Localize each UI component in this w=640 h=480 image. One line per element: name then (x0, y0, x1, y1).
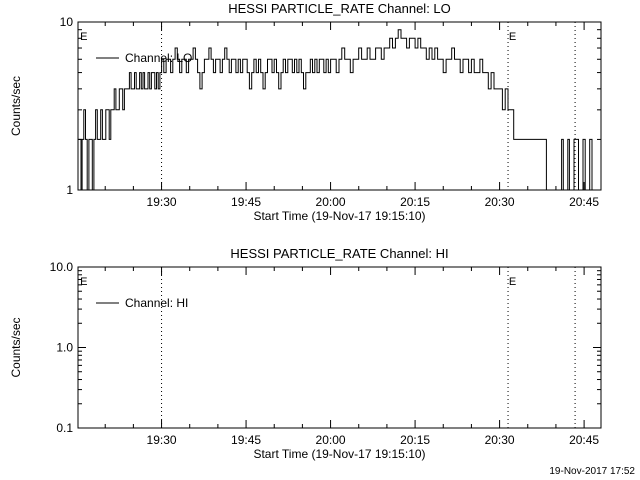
axis-frame (77, 266, 602, 429)
chart-panel-1: 19:30 19:45 20:00 20:15 20:30 20:45 1 10 E E Chann… (9, 1, 602, 223)
y-tick-label: 1.0 (56, 341, 73, 355)
y-tick-label: 0.1 (56, 421, 73, 435)
chart-panel-2: 19:30 19:45 20:00 20:15 20:30 20:45 0.1 1.0 10.0… (9, 246, 602, 461)
x-tick-label: 20:45 (569, 433, 599, 447)
eclipse-flag-label: E (80, 31, 87, 43)
data-series-line (78, 29, 597, 191)
y-tick-label: 1 (66, 183, 73, 197)
x-tick-label: 20:30 (485, 195, 515, 209)
y-axis-label: Counts/sec (9, 76, 23, 136)
x-axis-label: Start Time (19-Nov-17 19:15:10) (253, 447, 425, 461)
eclipse-flag-label: E (509, 31, 516, 43)
eclipse-flag-label: E (80, 276, 87, 288)
legend-label: Channel: HI (125, 296, 188, 310)
x-tick-label: 19:45 (231, 195, 261, 209)
x-tick-label: 19:30 (147, 195, 177, 209)
x-tick-label: 20:00 (316, 195, 346, 209)
x-tick-label: 20:30 (485, 433, 515, 447)
y-tick-label: 10.0 (50, 260, 74, 274)
x-tick-label: 20:15 (400, 433, 430, 447)
x-tick-label: 19:30 (147, 433, 177, 447)
eclipse-flag-label: E (509, 276, 516, 288)
y-axis-label: Counts/sec (9, 317, 23, 377)
x-tick-label: 19:45 (231, 433, 261, 447)
y-tick-label: 10 (60, 15, 74, 29)
creation-timestamp: 19-Nov-2017 17:52 (549, 466, 635, 477)
x-tick-label: 20:15 (400, 195, 430, 209)
axis-frame (77, 21, 602, 191)
legend-label: Channel: LO (125, 51, 192, 65)
x-tick-label: 20:00 (316, 433, 346, 447)
x-axis-label: Start Time (19-Nov-17 19:15:10) (253, 209, 425, 223)
chart-title: HESSI PARTICLE_RATE Channel: LO (228, 1, 451, 16)
x-tick-label: 20:45 (569, 195, 599, 209)
chart-title: HESSI PARTICLE_RATE Channel: HI (230, 246, 448, 261)
